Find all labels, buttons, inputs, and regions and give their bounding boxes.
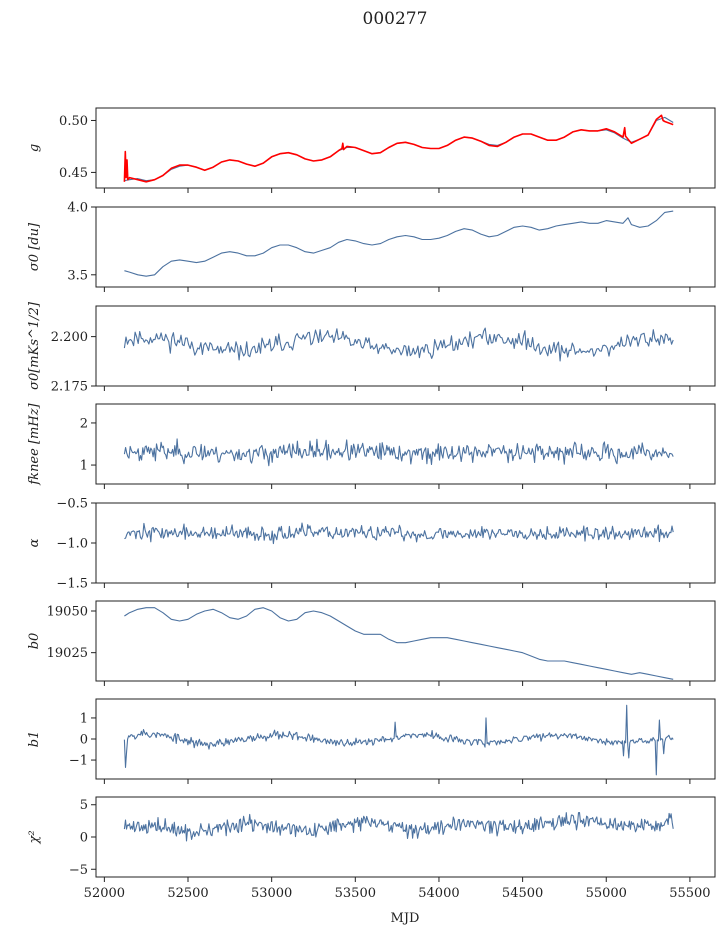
y-tick-label-chi2-0: −5 (69, 863, 88, 878)
y-tick-label-sigma0k-0: 2.175 (51, 380, 88, 395)
y-tick-label-b1-1: 0 (80, 733, 88, 748)
x-tick-label-7: 55500 (669, 886, 710, 901)
y-axis-label-alpha: α (27, 538, 42, 547)
y-tick-label-fknee-1: 2 (80, 416, 88, 431)
y-tick-label-g-1: 0.50 (59, 114, 88, 129)
panel-alpha: −1.5 −1.0 −0.5 α (27, 497, 716, 592)
y-tick-label-b1-0: −1 (69, 754, 88, 769)
y-tick-label-g-0: 0.45 (59, 166, 88, 181)
x-tick-label-0: 52000 (84, 886, 125, 901)
y-tick-label-alpha-1: −1.0 (56, 537, 88, 552)
panel-g: 0.45 0.50 g (27, 107, 716, 193)
x-axis-label: MJD (391, 911, 420, 926)
x-tick-label-6: 55000 (586, 886, 627, 901)
x-tick-label-2: 53000 (251, 886, 292, 901)
panel-frame-b0 (95, 600, 716, 682)
panel-frame-sigma0 (95, 206, 716, 288)
panel-fknee: 1 2 fknee [mHz] (27, 402, 716, 489)
panel-frame-fknee (95, 403, 716, 485)
y-axis-label-b1: b1 (27, 731, 42, 748)
panel-b1: −1 0 1 b1 (27, 698, 716, 784)
panel-chi2: −5 0 5 52000 52500 53000 53500 54000 54500 55000 5… (27, 796, 716, 901)
series-line-alpha-0 (124, 522, 674, 545)
series-line-chi2-0 (123, 812, 674, 842)
figure-title: 000277 (363, 9, 428, 29)
y-tick-label-b1-2: 1 (80, 711, 88, 726)
y-tick-label-sigma0-0: 3.5 (67, 268, 88, 283)
panel-sigma0k: 2.175 2.200 σ0[mKs^1/2] (27, 301, 716, 395)
series-line-sigma0k-0 (123, 327, 674, 362)
x-tick-label-5: 54500 (502, 886, 543, 901)
y-tick-label-chi2-2: 5 (80, 798, 88, 813)
x-tick-label-3: 53500 (335, 886, 376, 901)
y-tick-label-alpha-0: −1.5 (56, 577, 88, 592)
panel-sigma0: 3.5 4.0 σ0 [du] (27, 201, 716, 292)
y-axis-label-fknee: fknee [mHz] (27, 402, 42, 485)
y-tick-label-sigma0k-1: 2.200 (51, 330, 88, 345)
series-line-b1-0 (123, 704, 674, 776)
y-tick-label-fknee-0: 1 (80, 459, 88, 474)
panel-b0: 19025 19050 b0 (27, 600, 716, 686)
y-axis-label-sigma0k: σ0[mKs^1/2] (27, 301, 42, 390)
series-line-g-1 (123, 114, 674, 183)
panel-frame-sigma0k (95, 305, 716, 387)
y-tick-label-sigma0-1: 4.0 (67, 201, 88, 216)
x-tick-label-4: 54000 (418, 886, 459, 901)
y-axis-label-b0: b0 (27, 633, 42, 650)
series-line-fknee-0 (123, 438, 674, 467)
series-line-sigma0-0 (124, 210, 674, 277)
y-axis-label-sigma0: σ0 [du] (27, 222, 42, 271)
x-tick-label-1: 52500 (167, 886, 208, 901)
y-tick-label-alpha-2: −0.5 (56, 497, 88, 512)
y-axis-label-chi2: χ² (27, 830, 42, 844)
panels: 0.45 0.50 g 3.5 4.0 σ0 [du] 2.175 2.200 σ0[mKs^1… (27, 107, 716, 901)
series-line-b0-0 (124, 607, 674, 680)
y-tick-label-chi2-1: 0 (80, 831, 88, 846)
y-axis-label-g: g (27, 144, 42, 152)
y-tick-label-b0-0: 19025 (47, 646, 88, 661)
y-tick-label-b0-1: 19050 (47, 605, 88, 620)
panel-frame-g (95, 107, 716, 189)
